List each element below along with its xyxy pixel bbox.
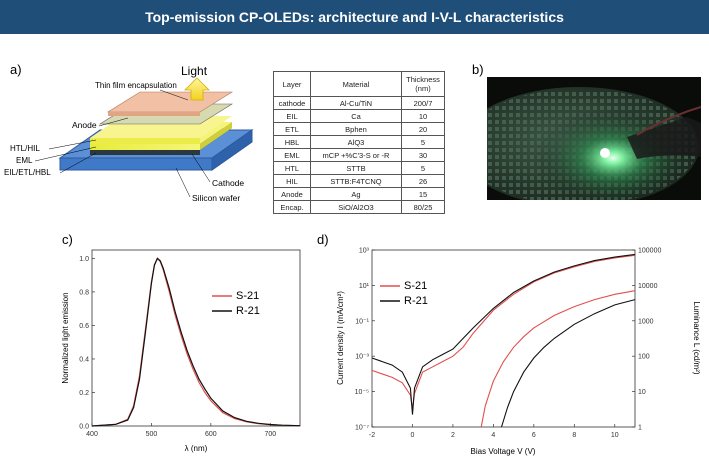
x-tick-label-d: 8: [572, 432, 576, 439]
y-tick-label-left-d: 10⁻¹: [355, 318, 369, 325]
table-row: Encap. SiO/Al2O3 80/25: [273, 200, 445, 214]
luminance-line-r-21: [500, 299, 636, 428]
y-tick-label-c: 0.0: [79, 424, 89, 431]
layer-stack-table: Layer Material Thickness (nm) cathode Al-C…: [273, 71, 445, 214]
panel-label-c: c): [62, 232, 73, 247]
label-cathode: Cathode: [212, 178, 244, 188]
plot-frame-c: [91, 249, 301, 427]
spectrum-line-r21: [91, 257, 301, 427]
label-encapsulation: Thin film encapsulation: [95, 81, 177, 90]
table-row: EML mCP +%C'3-S or -R 30: [273, 148, 445, 162]
y-tick-label-right-d: 100000: [638, 248, 661, 255]
y-axis-label-right-d: Luminance L (cd/m²): [692, 301, 701, 374]
emission-spectrum-chart: 400 500 600 700 0.0 0.2 0.4 0.6 0.8 1.0 λ (nm) No…: [61, 249, 301, 453]
y-tick-label-left-d: 10¹: [359, 283, 370, 290]
current-density-line-r-21: [371, 253, 636, 415]
device-photograph: [487, 77, 701, 200]
table-row: Anode Ag 15: [273, 187, 445, 201]
panel-label-d: d): [317, 232, 329, 247]
y-tick-label-right-d: 10000: [638, 283, 658, 290]
y-tick-label-c: 0.4: [79, 356, 89, 363]
x-tick-label-d: 6: [532, 432, 536, 439]
x-tick-label-d: 2: [451, 432, 455, 439]
table-row: EIL Ca 10: [273, 109, 445, 123]
label-eil-etl-hbl: EIL/ETL/HBL: [4, 168, 51, 177]
label-silicon-wafer: Silicon wafer: [192, 193, 240, 203]
luminance-line-s-21: [480, 290, 636, 428]
x-tick-label-d: -2: [369, 432, 375, 439]
legend-entry-r21-d: R-21: [404, 295, 428, 307]
y-tick-label-left-d: 10⁻⁷: [355, 425, 369, 432]
x-axis-label-d: Bias Voltage V (V): [471, 447, 536, 456]
x-tick-label-c: 700: [264, 431, 276, 438]
y-tick-label-left-d: 10⁻³: [355, 354, 369, 361]
table-row: HBL AlQ3 5: [273, 135, 445, 149]
legend-entry-s21-d: S-21: [404, 280, 427, 292]
y-tick-label-right-d: 1000: [638, 318, 654, 325]
y-tick-label-c: 0.8: [79, 289, 89, 296]
table-row: ETL Bphen 20: [273, 122, 445, 136]
y-tick-label-left-d: 10³: [359, 248, 370, 255]
x-tick-label-d: 10: [611, 432, 619, 439]
legend-entry-s21: S-21: [236, 290, 259, 302]
table-header-thickness: Thickness (nm): [401, 71, 445, 97]
table-row: HIL STTB:F4TCNQ 26: [273, 174, 445, 188]
y-tick-label-left-d: 10⁻⁵: [355, 389, 369, 396]
x-tick-label-c: 500: [146, 431, 158, 438]
legend-c: S-21 R-21: [212, 290, 260, 317]
y-axis-label-c: Normalized light emission: [61, 292, 70, 383]
x-tick-label-d: 0: [411, 432, 415, 439]
light-emission-arrow: [184, 77, 210, 101]
y-tick-label-c: 1.0: [79, 256, 89, 263]
label-anode: Anode: [72, 120, 97, 130]
x-tick-label-c: 400: [86, 431, 98, 438]
legend-entry-r21: R-21: [236, 305, 260, 317]
table-header-layer: Layer: [273, 71, 311, 97]
x-axis-label-c: λ (nm): [185, 444, 208, 453]
label-htl-hil: HTL/HIL: [10, 144, 40, 153]
plot-frame-d: [371, 249, 636, 428]
y-tick-label-c: 0.6: [79, 323, 89, 330]
current-density-line-s-21: [371, 254, 636, 410]
legend-d: S-21 R-21: [380, 280, 428, 307]
x-tick-label-d: 4: [491, 432, 495, 439]
x-tick-label-c: 600: [205, 431, 217, 438]
y-tick-label-right-d: 10: [638, 389, 646, 396]
device-photo-drawing: [487, 77, 701, 200]
panel-label-b: b): [472, 62, 484, 77]
table-header-material: Material: [310, 71, 402, 97]
light-label: Light: [181, 64, 208, 78]
y-tick-label-right-d: 100: [638, 354, 650, 361]
ivl-chart: -2 0 2 4 6 8 10 10⁻⁷ 10⁻⁵ 10⁻³ 10⁻¹ 10¹ 10³ 1 10 100 100…: [336, 248, 701, 457]
panel-label-a: a): [10, 62, 22, 77]
y-tick-label-c: 0.2: [79, 390, 89, 397]
table-row: HTL STTB 5: [273, 161, 445, 175]
oled-stack-diagram: Light Thin film encapsulation Anode HTL/…: [4, 64, 254, 203]
spectrum-line-s21: [91, 257, 301, 427]
y-axis-label-left-d: Current density I (mA/cm²): [336, 291, 345, 385]
label-eml: EML: [16, 156, 33, 165]
figure-title-banner: Top-emission CP-OLEDs: architecture and …: [0, 0, 709, 34]
table-row: cathode Al-Cu/TiN 200/7: [273, 96, 445, 110]
y-tick-label-right-d: 1: [638, 425, 642, 432]
